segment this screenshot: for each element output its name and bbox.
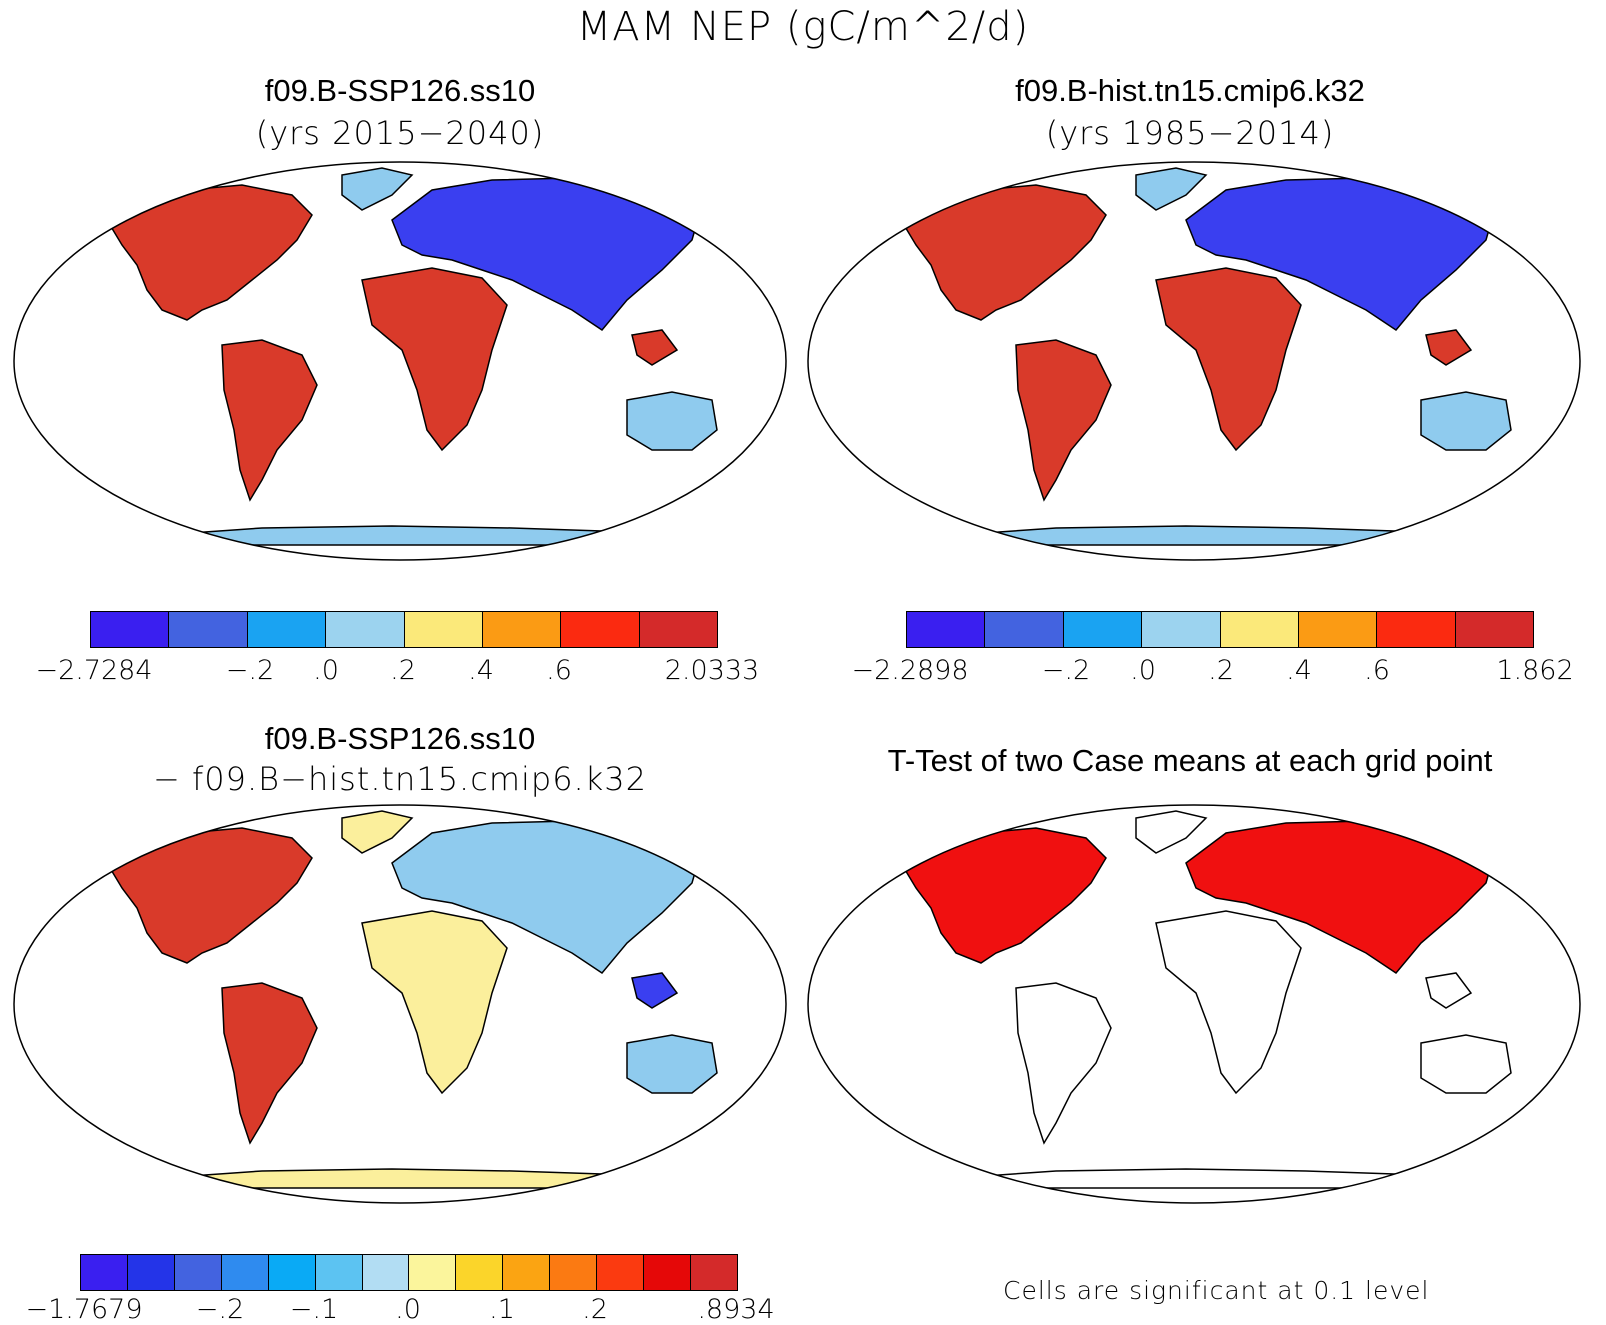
land-greenland	[1135, 810, 1208, 854]
colorbar-swatch	[907, 612, 986, 647]
land-africa	[361, 267, 508, 452]
colorbar-swatch	[690, 1255, 737, 1290]
diff-tick-label: .8934	[697, 1294, 775, 1325]
colorbar-swatch	[326, 612, 405, 647]
map-hist	[807, 161, 1581, 561]
land-greenland	[341, 810, 414, 854]
colorbar-hist	[906, 611, 1534, 648]
colorbar-swatch	[1455, 612, 1533, 647]
ssp-tick-label: −.2	[225, 655, 275, 686]
hist-tick-label: .4	[1286, 655, 1312, 686]
land-namerica	[899, 184, 1107, 321]
panel-ssp-subtitle: (yrs 2015−2040)	[255, 114, 545, 152]
land-seasia	[631, 329, 679, 366]
colorbar-swatch	[644, 1255, 691, 1290]
panel-diff-title: f09.B-SSP126.ss10	[264, 721, 536, 756]
diff-tick-label: −1.7679	[25, 1294, 143, 1325]
ssp-tick-label: .0	[313, 655, 339, 686]
page-title: MAM NEP (gC/m^2/d)	[576, 4, 1030, 50]
map-frame	[807, 161, 1581, 561]
colorbar-swatch	[456, 1255, 504, 1290]
colorbar-swatch	[550, 1255, 598, 1290]
panel-hist-subtitle: (yrs 1985−2014)	[1045, 114, 1335, 152]
land-seasia	[631, 972, 679, 1009]
ssp-tick-label: −2.7284	[35, 655, 153, 686]
land-australia	[626, 391, 718, 451]
panel-diff-subtitle: − f09.B−hist.tn15.cmip6.k32	[153, 760, 647, 798]
colorbar-swatch	[1377, 612, 1456, 647]
colorbar-swatch	[174, 1255, 222, 1290]
hist-tick-label: −2.2898	[851, 655, 969, 686]
colorbar-swatch	[482, 612, 562, 647]
diff-tick-label: −.1	[289, 1294, 339, 1325]
diff-tick-label: .0	[395, 1294, 421, 1325]
land-namerica	[899, 827, 1107, 964]
colorbar-swatch	[247, 612, 327, 647]
colorbar-ssp	[90, 611, 718, 648]
land-namerica	[105, 184, 313, 321]
map-frame	[807, 804, 1581, 1204]
colorbar-swatch	[362, 1255, 410, 1290]
diff-tick-label: .2	[582, 1294, 608, 1325]
colorbar-swatch	[1220, 612, 1299, 647]
colorbar-swatch	[127, 1255, 175, 1290]
land-seasia	[1425, 972, 1473, 1009]
colorbar-swatch	[81, 1255, 128, 1290]
colorbar-swatch	[561, 612, 640, 647]
land-samerica	[1015, 982, 1112, 1145]
land-africa	[1155, 910, 1302, 1095]
land-namerica	[105, 827, 313, 964]
land-seasia	[1425, 329, 1473, 366]
map-frame	[13, 161, 787, 561]
colorbar-swatch	[985, 612, 1064, 647]
panel-hist-title: f09.B-hist.tn15.cmip6.k32	[1015, 73, 1365, 108]
colorbar-swatch	[169, 612, 248, 647]
map-ssp	[13, 161, 787, 561]
ssp-tick-label: .2	[390, 655, 416, 686]
colorbar-swatch	[503, 1255, 551, 1290]
colorbar-swatch	[1063, 612, 1143, 647]
hist-tick-label: .6	[1364, 655, 1390, 686]
land-australia	[626, 1034, 718, 1094]
hist-tick-label: .0	[1130, 655, 1156, 686]
ssp-tick-label: 2.0333	[664, 655, 760, 686]
colorbar-swatch	[91, 612, 170, 647]
colorbar-swatch	[404, 612, 483, 647]
diff-tick-label: .1	[489, 1294, 515, 1325]
colorbar-swatch	[268, 1255, 316, 1290]
ssp-tick-label: .4	[468, 655, 494, 686]
land-africa	[1155, 267, 1302, 452]
land-greenland	[341, 167, 414, 211]
panel-ssp-title: f09.B-SSP126.ss10	[264, 73, 536, 108]
colorbar-swatch	[1142, 612, 1221, 647]
ssp-tick-label: .6	[546, 655, 572, 686]
colorbar-swatch	[1298, 612, 1378, 647]
colorbar-swatch	[221, 1255, 269, 1290]
colorbar-swatch	[597, 1255, 645, 1290]
colorbar-swatch	[409, 1255, 457, 1290]
diff-tick-label: −.2	[195, 1294, 245, 1325]
colorbar-diff	[80, 1254, 738, 1291]
land-greenland	[1135, 167, 1208, 211]
land-samerica	[1015, 339, 1112, 502]
map-diff	[13, 804, 787, 1204]
land-samerica	[221, 982, 318, 1145]
land-samerica	[221, 339, 318, 502]
hist-tick-label: −.2	[1041, 655, 1091, 686]
hist-tick-label: .2	[1208, 655, 1234, 686]
map-frame	[13, 804, 787, 1204]
map-ttest	[807, 804, 1581, 1204]
panel-ttest-title: T-Test of two Case means at each grid po…	[887, 743, 1493, 778]
hist-tick-label: 1.862	[1496, 655, 1574, 686]
colorbar-swatch	[315, 1255, 363, 1290]
land-australia	[1420, 391, 1512, 451]
ttest-note: Cells are significant at 0.1 level	[1003, 1276, 1430, 1305]
colorbar-swatch	[639, 612, 717, 647]
land-australia	[1420, 1034, 1512, 1094]
land-africa	[361, 910, 508, 1095]
